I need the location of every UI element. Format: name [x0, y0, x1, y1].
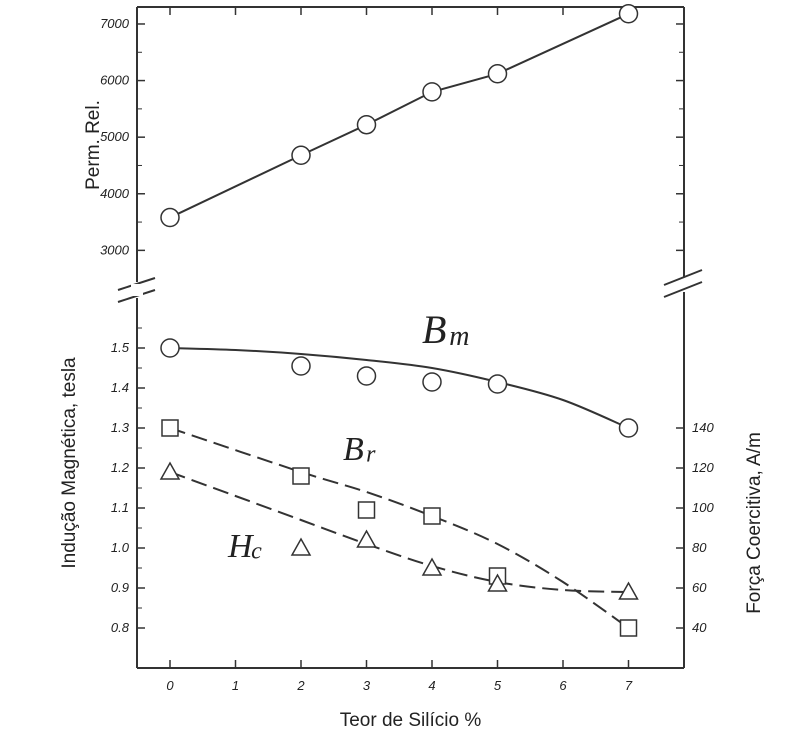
x-tick-label: 6	[559, 678, 567, 693]
hc-point	[159, 461, 181, 480]
left-y-tick-label: 1.2	[111, 460, 130, 475]
left-y-tick-label: 1.4	[111, 380, 129, 395]
x-tick-label: 7	[625, 678, 633, 693]
br-point	[292, 467, 310, 485]
br-point	[161, 419, 179, 437]
br-point	[357, 501, 376, 519]
bm-point	[356, 366, 377, 386]
right-y-tick-label: 140	[692, 420, 714, 435]
top-y-tick-label: 6000	[100, 73, 130, 88]
right-y-tick-label: 120	[692, 460, 714, 475]
top-y-tick-label: 3000	[100, 242, 130, 257]
hc-point	[356, 529, 377, 548]
top-y-tick-label: 4000	[100, 186, 130, 201]
br-series-label: B	[343, 431, 364, 468]
right-y-tick-label: 40	[692, 620, 707, 635]
perm-rel-line	[169, 12, 629, 219]
br-curve	[169, 427, 630, 629]
top-y-axis-title: Perm. Rel.	[83, 100, 104, 190]
perm-rel-point	[618, 4, 639, 24]
left-y-tick-label: 1.1	[111, 500, 129, 515]
hc-point	[421, 557, 443, 576]
left-y-tick-label: 1.0	[111, 540, 130, 555]
x-tick-label: 4	[428, 678, 435, 693]
left-y-tick-label: 0.9	[111, 580, 129, 595]
x-tick-label: 5	[494, 678, 502, 693]
bm-point	[291, 356, 311, 376]
bm-point	[487, 374, 508, 394]
br-point	[619, 619, 638, 637]
perm-rel-point	[160, 207, 180, 228]
bm-point	[160, 338, 180, 358]
x-tick-label: 2	[296, 678, 305, 693]
bm-point	[618, 418, 639, 438]
br-point	[423, 507, 441, 525]
hc-point	[290, 537, 312, 556]
axis-break-right	[663, 269, 703, 298]
top-y-tick-label: 5000	[100, 129, 130, 144]
left-y-tick-label: 1.5	[111, 340, 130, 355]
x-axis-title: Teor de Silício %	[340, 710, 482, 731]
x-tick-label: 3	[363, 678, 371, 693]
left-y-tick-label: 1.3	[111, 420, 130, 435]
bm-point	[422, 372, 442, 392]
perm-rel-point	[487, 64, 508, 84]
left-y-tick-label: 0.8	[111, 620, 130, 635]
hc-point	[618, 581, 639, 600]
axis-break-gap-left	[131, 284, 143, 296]
perm-rel-point	[356, 114, 377, 135]
right-y-tick-label: 60	[692, 580, 707, 595]
right-y-tick-label: 100	[692, 500, 714, 515]
left-y-axis-title: Indução Magnética, tesla	[59, 357, 80, 569]
x-tick-label: 1	[232, 678, 239, 693]
hc-point	[487, 573, 508, 592]
x-tick-label: 0	[166, 678, 174, 693]
right-y-axis-title: Força Coercitiva, A/m	[744, 432, 765, 614]
perm-rel-point	[291, 145, 311, 166]
bm-curve	[169, 347, 629, 429]
bm-series-label: B	[422, 307, 446, 352]
hc-curve	[169, 471, 629, 593]
bm-series-subscript: m	[449, 321, 469, 352]
perm-rel-point	[422, 82, 442, 102]
hc-series-subscript: c	[251, 539, 262, 565]
hc-series-label: H	[227, 528, 255, 565]
top-y-tick-label: 7000	[100, 16, 130, 31]
right-y-tick-label: 80	[692, 540, 707, 555]
br-series-subscript: r	[366, 442, 376, 468]
